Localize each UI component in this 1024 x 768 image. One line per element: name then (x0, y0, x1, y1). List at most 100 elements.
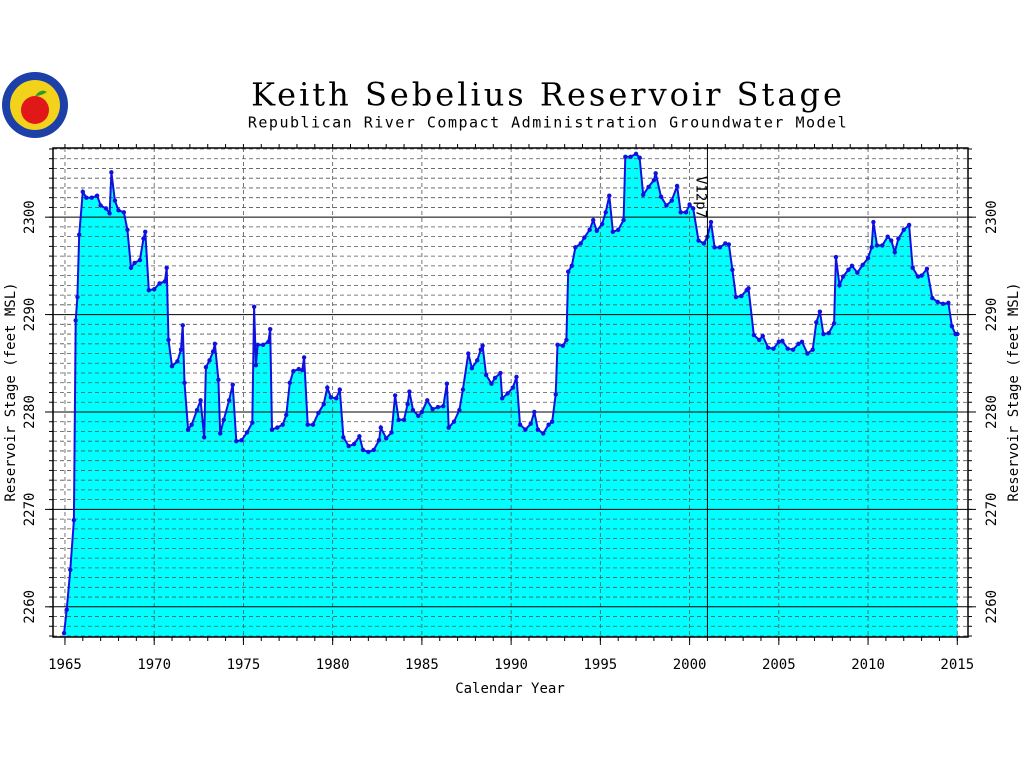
data-point (284, 412, 289, 418)
data-point (378, 425, 384, 430)
data-point (194, 407, 200, 413)
data-point (756, 337, 762, 343)
data-point (157, 281, 162, 286)
data-point (831, 321, 837, 326)
data-point (175, 359, 180, 364)
data-point (498, 370, 503, 376)
data-point (510, 385, 516, 390)
data-point (840, 274, 846, 279)
data-point (64, 607, 69, 612)
data-point (799, 339, 805, 345)
data-point (77, 232, 82, 237)
y2-tick-label: 2260 (984, 590, 1000, 624)
data-point (935, 299, 940, 305)
data-point (250, 420, 255, 425)
data-point (73, 318, 78, 323)
data-point (164, 265, 169, 271)
x-tick-label: 1965 (48, 657, 82, 673)
data-point (549, 419, 555, 424)
data-point (366, 449, 371, 455)
data-point (760, 333, 765, 339)
data-point (446, 425, 451, 430)
data-point (555, 342, 560, 347)
data-point (460, 387, 466, 392)
data-point (833, 254, 839, 260)
data-point (435, 404, 441, 410)
data-point (451, 419, 457, 424)
data-point (239, 438, 244, 443)
data-point (216, 377, 221, 383)
data-point (75, 294, 80, 300)
data-point (275, 425, 280, 430)
data-point (915, 274, 921, 279)
data-point (751, 332, 757, 338)
data-point (771, 346, 776, 351)
data-point (210, 349, 216, 354)
area-fill (64, 153, 958, 638)
data-point (658, 194, 664, 199)
data-point (708, 219, 714, 225)
data-point (185, 427, 191, 432)
data-point (269, 427, 275, 432)
data-point (316, 410, 321, 416)
data-point (646, 184, 651, 190)
data-point (780, 338, 785, 344)
data-point (489, 381, 494, 386)
x-tick-label: 1980 (316, 657, 350, 673)
data-point (869, 245, 874, 250)
data-point (389, 430, 394, 435)
data-point (717, 245, 723, 250)
data-point (107, 211, 112, 216)
data-point (855, 270, 860, 275)
data-point (325, 385, 330, 390)
x-tick-label: 1995 (583, 657, 617, 673)
data-point (234, 439, 239, 444)
data-point (805, 351, 810, 356)
data-point (98, 203, 103, 208)
data-point (143, 229, 148, 234)
data-point (573, 245, 578, 250)
data-point (637, 155, 642, 160)
data-point (203, 364, 209, 370)
data-point (383, 436, 389, 441)
data-point (337, 387, 342, 392)
data-point (300, 367, 305, 373)
data-point (444, 381, 450, 386)
data-point (591, 217, 596, 223)
data-point (860, 262, 865, 268)
data-point (765, 345, 771, 350)
data-point (849, 263, 855, 269)
x-tick-label: 2000 (673, 657, 707, 673)
data-point (523, 427, 528, 432)
data-point (328, 395, 334, 400)
data-point (546, 422, 551, 427)
data-point (541, 431, 546, 436)
data-point (687, 202, 692, 207)
x-tick-label: 2005 (762, 657, 796, 673)
data-point (621, 217, 626, 223)
data-point (560, 343, 566, 348)
data-point (940, 301, 946, 307)
data-point (726, 242, 732, 247)
data-point (930, 295, 935, 301)
data-point (346, 443, 351, 449)
data-point (357, 434, 362, 439)
data-point (68, 567, 73, 572)
data-point (623, 154, 628, 159)
data-point (180, 323, 185, 328)
data-point (221, 417, 226, 422)
data-point (739, 293, 744, 299)
data-point (396, 417, 401, 422)
data-point (599, 221, 605, 227)
chart-subtitle: Republican River Compact Administration … (248, 114, 848, 132)
data-point (532, 409, 537, 415)
data-point (885, 234, 890, 239)
data-point (640, 192, 646, 197)
data-point (746, 286, 751, 291)
data-point (334, 396, 339, 401)
data-point (616, 227, 621, 233)
y2-tick-label: 2300 (984, 200, 1000, 234)
data-point (469, 365, 475, 371)
data-point (871, 219, 876, 225)
